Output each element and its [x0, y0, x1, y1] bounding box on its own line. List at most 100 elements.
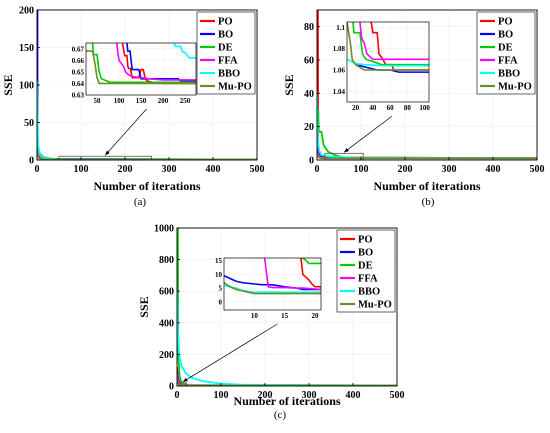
- x-tick-label: 100: [214, 390, 229, 401]
- zoom-arrowhead: [105, 150, 110, 156]
- inset-panel: 50 100 150 200 250 0.63 0.64 0.65 0.66 0.67: [72, 42, 197, 105]
- legend-entry-bo: BO: [358, 248, 373, 259]
- plot-frame: [176, 227, 398, 387]
- inset-x-tick-label: 250: [180, 97, 191, 105]
- inset-y-tick-label: 10: [215, 271, 223, 279]
- y-tick-label: 100: [19, 81, 34, 92]
- inset-x-tick-label: 100: [419, 104, 430, 112]
- legend: PO BO DE FFA BBO Mu-PO: [196, 11, 256, 95]
- legend-entry-bo: BO: [218, 30, 233, 41]
- zoom-arrow: [182, 323, 278, 383]
- series-line-ffa: [177, 373, 397, 386]
- y-axis-label: SSE: [282, 74, 296, 95]
- inset-line-bo: [126, 43, 196, 82]
- inset-x-tick-label: 80: [404, 104, 412, 112]
- x-tick-label: 200: [398, 164, 413, 175]
- y-tick-label: 800: [159, 255, 174, 266]
- inset-y-tick-label: 1.1: [336, 24, 345, 32]
- series-line-de: [317, 109, 537, 160]
- y-tick-label: 150: [19, 43, 34, 54]
- y-tick-label: 600: [159, 287, 174, 298]
- inset-background: [224, 258, 321, 310]
- panel-caption: (b): [422, 196, 435, 208]
- legend-entry-mu-po: Mu-PO: [358, 300, 392, 311]
- series-group: [37, 10, 257, 160]
- inset-line-mu-po: [347, 22, 429, 71]
- inset-y-tick-label: 0.63: [72, 92, 85, 100]
- inset-frame: [223, 257, 322, 311]
- inset-y-tick-label: 0.67: [72, 45, 85, 53]
- inset-x-tick-label: 200: [158, 97, 169, 105]
- zoom-arrowhead: [344, 148, 349, 153]
- y-tick-label: 60: [304, 56, 314, 67]
- inset-y-tick-label: 1.08: [333, 45, 346, 53]
- x-tick-label: 300: [442, 164, 457, 175]
- inset-series-group: [347, 22, 429, 73]
- inset-x-tick-label: 10: [251, 312, 259, 320]
- inset-line-de: [302, 258, 321, 265]
- inset-y-tick-label: 0: [219, 298, 223, 306]
- x-tick-label: 500: [530, 164, 545, 175]
- inset-frame: [346, 21, 430, 103]
- legend-entry-ffa: FFA: [498, 56, 518, 67]
- legend: PO BO DE FFA BBO Mu-PO: [476, 11, 536, 95]
- inset-x-tick-label: 50: [94, 97, 102, 105]
- panel-caption: (c): [274, 409, 287, 421]
- y-tick-label: 0: [169, 382, 174, 393]
- inset-line-bbo: [347, 58, 429, 67]
- series-line-de: [37, 144, 257, 160]
- inset-line-mu-po: [86, 50, 196, 85]
- y-axis-label: SSE: [1, 74, 15, 95]
- inset-panel: 10 15 20 0 5 10 15: [215, 257, 322, 320]
- inset-line-de: [352, 22, 429, 66]
- legend-entry-ffa: FFA: [218, 56, 238, 67]
- inset-line-bbo: [173, 43, 196, 59]
- y-tick-label: 200: [19, 6, 34, 17]
- legend-entry-de: DE: [498, 43, 513, 54]
- x-tick-label: 200: [258, 390, 273, 401]
- zoom-arrowhead: [182, 377, 188, 382]
- inset-y-tick-label: 0.64: [72, 80, 85, 88]
- legend-entry-po: PO: [498, 17, 513, 28]
- legend-box: [476, 11, 536, 95]
- series-line-po: [37, 146, 257, 160]
- series-line-mu-po: [37, 152, 257, 160]
- series-line-bo: [177, 371, 397, 386]
- legend-entry-po: PO: [358, 235, 373, 246]
- y-tick-label: 0: [29, 156, 34, 167]
- legend: PO BO DE FFA BBO Mu-PO: [336, 229, 396, 313]
- legend-entry-ffa: FFA: [358, 274, 378, 285]
- chart-panel-1: 0 100 200 300 400 500 0 20 40 60 80 Number of itera…: [282, 9, 545, 208]
- x-tick-label: 500: [250, 164, 265, 175]
- legend-entry-bo: BO: [498, 30, 513, 41]
- inset-x-tick-label: 100: [114, 97, 125, 105]
- inset-line-mu-po: [224, 281, 321, 295]
- y-axis-label: SSE: [137, 296, 151, 317]
- y-tick-label: 200: [159, 350, 174, 361]
- y-tick-label: 40: [304, 89, 314, 100]
- y-tick-label: 400: [159, 318, 174, 329]
- zoom-arrow: [104, 108, 147, 156]
- x-tick-label: 300: [302, 390, 317, 401]
- inset-y-tick-label: 15: [215, 257, 223, 265]
- legend-entry-de: DE: [218, 43, 233, 54]
- x-axis-label: Number of iterations: [93, 179, 200, 193]
- legend-entry-mu-po: Mu-PO: [498, 82, 532, 93]
- legend-entry-bbo: BBO: [498, 69, 520, 80]
- series-line-mu-po: [317, 152, 537, 160]
- inset-line-ffa: [359, 22, 429, 61]
- inset-x-tick-label: 20: [352, 104, 360, 112]
- x-tick-label: 400: [486, 164, 501, 175]
- y-tick-label: 20: [304, 122, 314, 133]
- inset-y-tick-label: 0.65: [72, 68, 85, 76]
- series-line-bo: [317, 146, 537, 160]
- inset-series-group: [224, 258, 321, 295]
- legend-entry-bbo: BBO: [358, 287, 380, 298]
- inset-x-tick-label: 60: [387, 104, 395, 112]
- inset-y-tick-label: 0.66: [72, 57, 85, 65]
- x-tick-label: 0: [175, 390, 180, 401]
- legend-entry-po: PO: [218, 17, 233, 28]
- series-group: [317, 10, 537, 160]
- legend-entry-bbo: BBO: [218, 69, 240, 80]
